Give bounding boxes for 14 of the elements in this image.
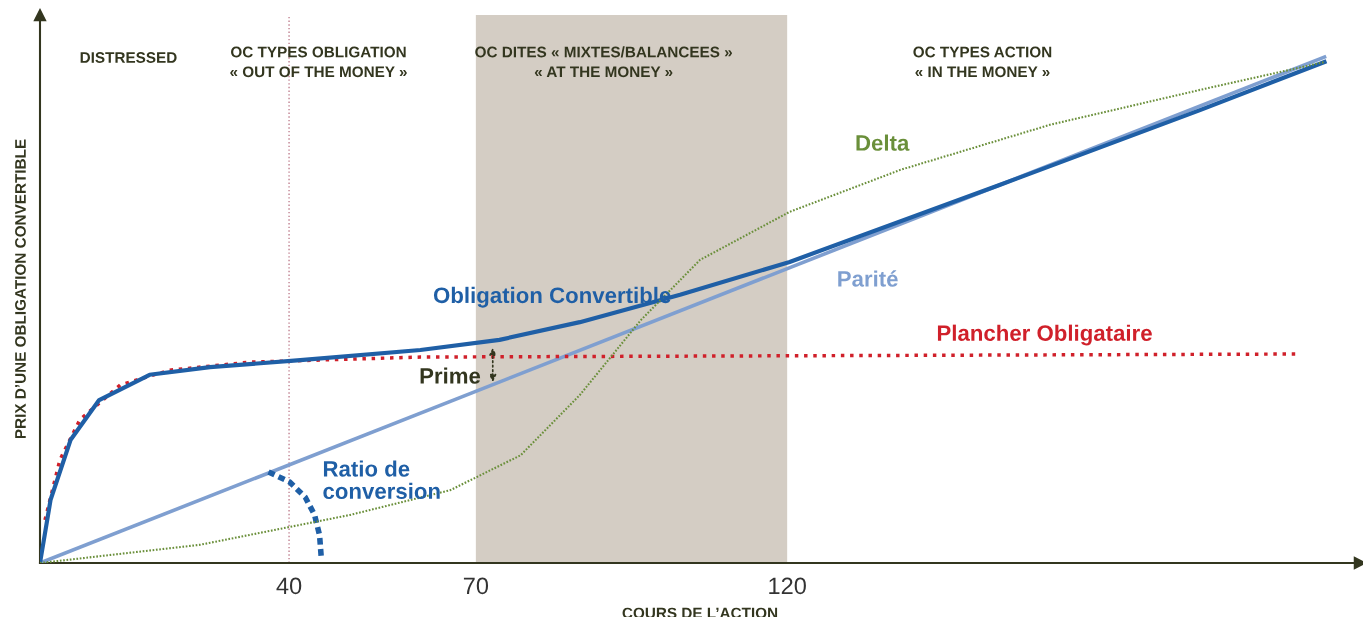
x-tick-label: 120	[769, 577, 806, 595]
annotation: Plancher Obligataire	[937, 324, 1152, 346]
y-axis-title: PRIX D’UNE OBLIGATION CONVERTIBLE	[15, 139, 26, 439]
annotation: OC TYPES ACTION « IN THE MONEY »	[913, 46, 1052, 78]
annotation: Prime	[420, 367, 481, 384]
annotation: DISTRESSED	[80, 52, 177, 63]
annotation: Delta	[856, 134, 910, 151]
x-tick-label: 70	[463, 577, 489, 595]
x-tick-label: 40	[276, 577, 302, 595]
annotation: Parité	[838, 270, 898, 287]
annotation: OC TYPES OBLIGATION « OUT OF THE MONEY »	[230, 46, 407, 78]
annotation: Ratio de conversion	[323, 460, 440, 500]
annotation: Obligation Convertible	[433, 286, 671, 308]
annotation: OC DITES « MIXTES/BALANCEES » « AT THE MONEY »	[475, 46, 732, 78]
